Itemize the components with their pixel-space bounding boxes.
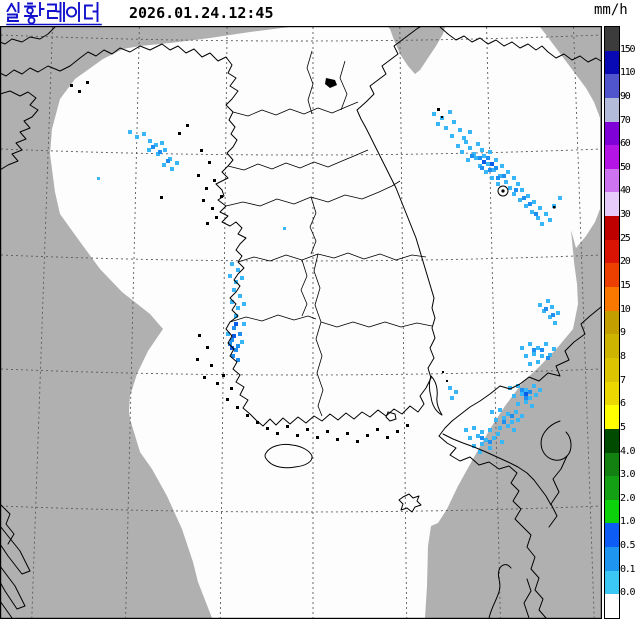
legend-segment bbox=[605, 428, 619, 453]
jeju-island bbox=[264, 443, 313, 469]
legend-tick-label: 50 bbox=[620, 161, 631, 173]
legend-tick-label: 7 bbox=[620, 374, 626, 386]
legend-segment bbox=[605, 145, 619, 169]
legend-segment bbox=[605, 452, 619, 477]
legend-tick-label: 6 bbox=[620, 398, 626, 410]
legend-tick-label: 10 bbox=[620, 303, 631, 315]
legend-tick-label: 15 bbox=[620, 280, 631, 292]
legend-segment bbox=[605, 216, 619, 240]
legend-segment bbox=[605, 239, 619, 264]
legend-segment bbox=[605, 192, 619, 217]
legend-tick-label: 30 bbox=[620, 209, 631, 221]
legend-segment bbox=[605, 50, 619, 75]
radar-map-svg bbox=[0, 26, 602, 619]
app-title-logo bbox=[6, 2, 102, 26]
dokdo-island bbox=[553, 206, 556, 209]
legend-segment bbox=[605, 74, 619, 98]
china-coast-south bbox=[0, 503, 15, 545]
legend-tick-label: 40 bbox=[620, 185, 631, 197]
legend-tick-label: 0.5 bbox=[620, 540, 635, 552]
legend-segment bbox=[605, 405, 619, 429]
legend-segment bbox=[605, 27, 619, 51]
radar-map-canvas bbox=[0, 26, 602, 619]
graticule-grid bbox=[0, 26, 602, 619]
ulleungdo-island bbox=[497, 185, 509, 197]
legend-segment bbox=[605, 334, 619, 358]
legend-tick-label: 110 bbox=[620, 67, 635, 79]
legend-tick-label: 9 bbox=[620, 327, 626, 339]
legend-tick-label: 3.0 bbox=[620, 469, 635, 481]
legend-segment bbox=[605, 263, 619, 288]
legend-tick-label: 90 bbox=[620, 90, 631, 102]
legend-tick-label: 5 bbox=[620, 421, 626, 433]
china-coast bbox=[0, 26, 56, 45]
legend-segment bbox=[605, 594, 619, 619]
app-title-text: 실황 레이더 bbox=[0, 0, 1, 1]
legend-segment bbox=[605, 357, 619, 382]
tsushima-island bbox=[429, 375, 443, 416]
province-borders bbox=[225, 50, 433, 417]
radar-coverage-area bbox=[50, 27, 600, 618]
legend-color-bar bbox=[604, 26, 620, 619]
iki-island bbox=[398, 493, 422, 513]
legend-tick-label: 8 bbox=[620, 350, 626, 362]
legend-segment bbox=[605, 287, 619, 311]
legend-segment bbox=[605, 121, 619, 146]
legend-tick-label: 70 bbox=[620, 114, 631, 126]
legend-tick-label: 0.0 bbox=[620, 587, 635, 599]
legend-segment bbox=[605, 381, 619, 406]
legend-segment bbox=[605, 476, 619, 500]
korea-coastline bbox=[161, 26, 436, 427]
legend-segment bbox=[605, 310, 619, 335]
legend-segment bbox=[605, 499, 619, 524]
legend-segment bbox=[605, 168, 619, 193]
legend-unit-label: mm/h bbox=[594, 2, 628, 18]
legend-tick-label: 1.0 bbox=[620, 516, 635, 528]
legend-tick-label: 60 bbox=[620, 138, 631, 150]
map-frame bbox=[0, 26, 602, 619]
legend-segment bbox=[605, 523, 619, 548]
legend-segment bbox=[605, 97, 619, 122]
legend-tick-label: 25 bbox=[620, 232, 631, 244]
japan-coastline bbox=[398, 306, 602, 619]
legend-tick-label: 150 bbox=[620, 43, 635, 55]
observation-timestamp: 2026.01.24.12:45 bbox=[129, 4, 274, 22]
russia-coast bbox=[439, 26, 602, 63]
legend-tick-label: 2.0 bbox=[620, 492, 635, 504]
header: 실황 레이더 2026.01.24.12:45 mm/h bbox=[0, 0, 635, 27]
coastlines bbox=[0, 26, 602, 619]
legend-tick-label: 20 bbox=[620, 256, 631, 268]
legend-tick-label: 4.0 bbox=[620, 445, 635, 457]
legend-segment bbox=[605, 547, 619, 571]
legend-tick-label: 0.1 bbox=[620, 563, 635, 575]
legend-segment bbox=[605, 570, 619, 595]
